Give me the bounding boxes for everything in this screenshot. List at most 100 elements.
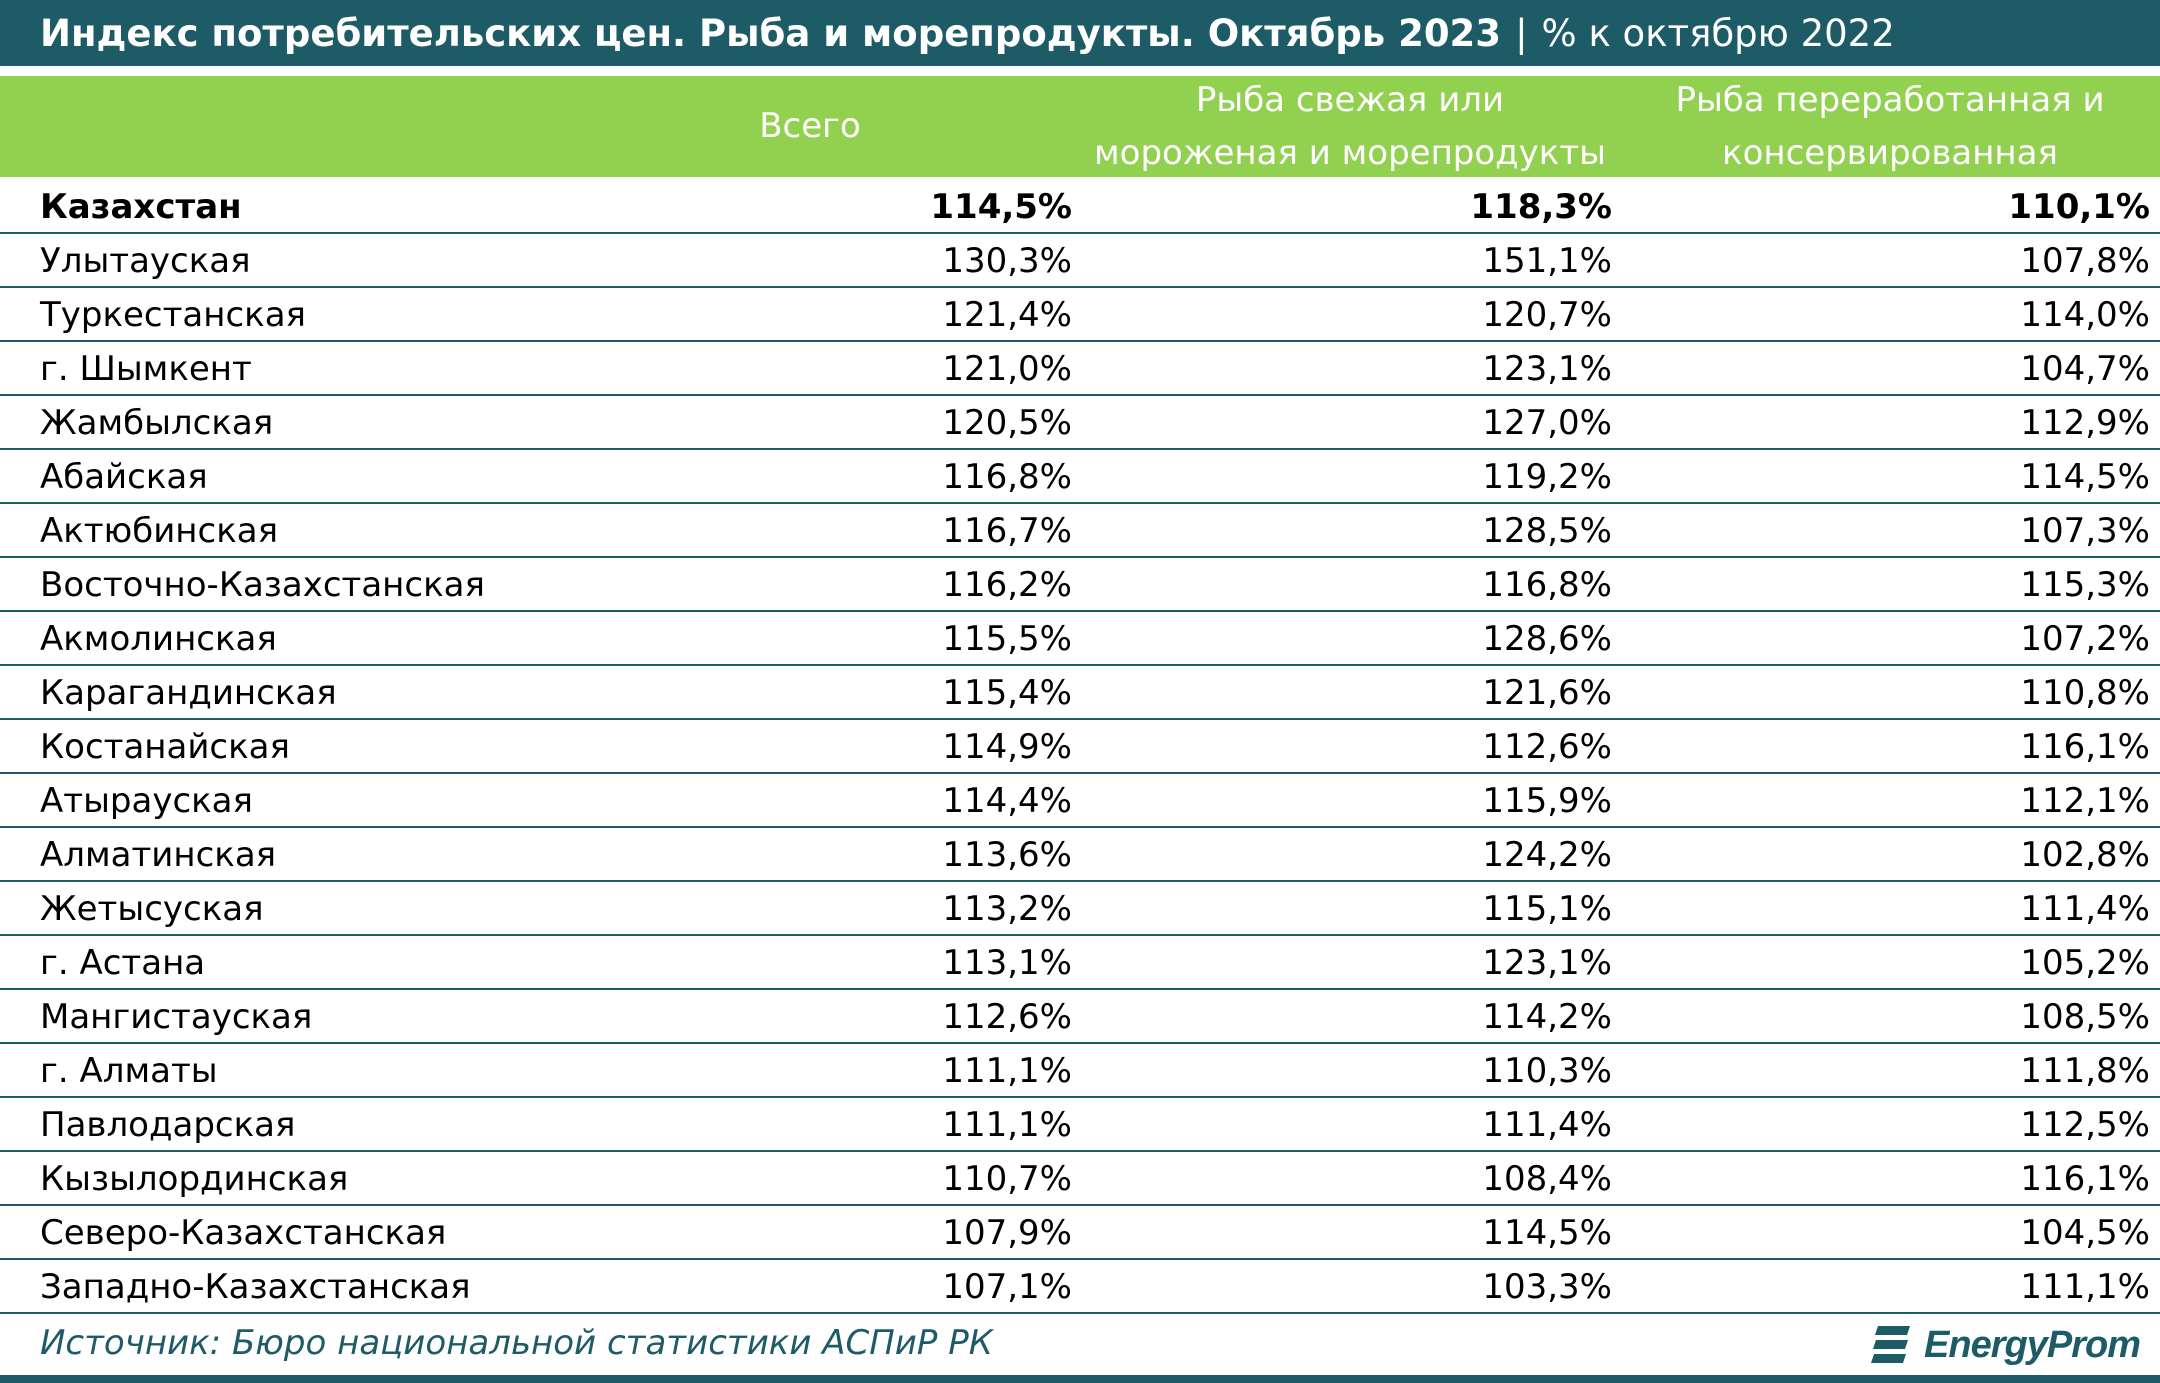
table-row: Мангистауская 112,6% 114,2% 108,5%	[0, 990, 2160, 1044]
cell-processed-fish: 116,1%	[2020, 727, 2150, 767]
cell-total: 113,1%	[942, 943, 1072, 983]
cell-processed-fish: 112,1%	[2020, 781, 2150, 821]
cell-processed-fish: 111,4%	[2020, 889, 2150, 929]
table-row: Карагандинская 115,4% 121,6% 110,8%	[0, 666, 2160, 720]
cell-total: 114,5%	[930, 187, 1072, 227]
table-row: Акмолинская 115,5% 128,6% 107,2%	[0, 612, 2160, 666]
cell-total: 115,4%	[942, 673, 1072, 713]
table-row: Кызылординская 110,7% 108,4% 116,1%	[0, 1152, 2160, 1206]
cell-processed-fish: 104,5%	[2020, 1213, 2150, 1253]
table-title: Индекс потребительских цен. Рыба и мореп…	[40, 11, 1502, 55]
cell-processed-fish: 116,1%	[2020, 1159, 2150, 1199]
logo-text: EnergyProm	[1924, 1323, 2141, 1366]
cell-fresh-fish: 115,9%	[1482, 781, 1612, 821]
cell-fresh-fish: 118,3%	[1470, 187, 1612, 227]
cell-total: 107,9%	[942, 1213, 1072, 1253]
column-header-fresh-fish-line-1: Рыба свежая или	[1195, 79, 1505, 120]
cell-processed-fish: 112,5%	[2020, 1105, 2150, 1145]
source-note: Источник: Бюро национальной статистики А…	[40, 1323, 993, 1363]
cell-processed-fish: 102,8%	[2020, 835, 2150, 875]
cell-region: г. Астана	[40, 943, 206, 983]
column-header-total-line: Всего	[759, 106, 861, 146]
cell-region: Абайская	[40, 457, 208, 497]
cell-total: 113,6%	[942, 835, 1072, 875]
cell-fresh-fish: 128,5%	[1482, 511, 1612, 551]
cell-total: 114,4%	[942, 781, 1072, 821]
cell-region: Костанайская	[40, 727, 290, 767]
cell-region: Туркестанская	[40, 295, 307, 335]
cell-fresh-fish: 115,1%	[1482, 889, 1612, 929]
cell-processed-fish: 112,9%	[2020, 403, 2150, 443]
title-separator: |	[1515, 11, 1528, 55]
title-bar: Индекс потребительских цен. Рыба и мореп…	[0, 0, 2160, 66]
table-row: Павлодарская 111,1% 111,4% 112,5%	[0, 1098, 2160, 1152]
cell-processed-fish: 111,1%	[2020, 1267, 2150, 1307]
energyprom-logo-icon	[1871, 1326, 1911, 1363]
cell-fresh-fish: 128,6%	[1482, 619, 1612, 659]
cell-region: Актюбинская	[40, 511, 279, 551]
cell-fresh-fish: 114,2%	[1482, 997, 1612, 1037]
cell-processed-fish: 114,5%	[2020, 457, 2150, 497]
cell-processed-fish: 115,3%	[2020, 565, 2150, 605]
cell-fresh-fish: 124,2%	[1482, 835, 1612, 875]
cell-region: Западно-Казахстанская	[40, 1267, 471, 1307]
cell-region: Казахстан	[40, 187, 242, 227]
cell-processed-fish: 108,5%	[2020, 997, 2150, 1037]
energyprom-logo: EnergyProm	[1870, 1319, 2141, 1371]
cell-processed-fish: 107,2%	[2020, 619, 2150, 659]
cell-processed-fish: 111,8%	[2020, 1051, 2150, 1091]
cell-region: Карагандинская	[40, 673, 337, 713]
cell-processed-fish: 105,2%	[2020, 943, 2150, 983]
cell-total: 107,1%	[942, 1267, 1072, 1307]
cell-total: 114,9%	[942, 727, 1072, 767]
cell-processed-fish: 110,8%	[2020, 673, 2150, 713]
column-header-processed-fish: Рыба переработанная и консервированная	[1640, 76, 2140, 177]
cell-fresh-fish: 123,1%	[1482, 349, 1612, 389]
cell-total: 110,7%	[942, 1159, 1072, 1199]
cell-total: 121,4%	[942, 295, 1072, 335]
cell-region: Павлодарская	[40, 1105, 296, 1145]
cell-region: г. Алматы	[40, 1051, 218, 1091]
cell-processed-fish: 114,0%	[2020, 295, 2150, 335]
table-body: Казахстан 114,5% 118,3% 110,1% Улытауская 130…	[0, 180, 2160, 1314]
cell-fresh-fish: 103,3%	[1482, 1267, 1612, 1307]
table-row: Алматинская 113,6% 124,2% 102,8%	[0, 828, 2160, 882]
cell-fresh-fish: 112,6%	[1482, 727, 1612, 767]
table-row: Жамбылская 120,5% 127,0% 112,9%	[0, 396, 2160, 450]
cell-total: 112,6%	[942, 997, 1072, 1037]
cell-total: 120,5%	[942, 403, 1072, 443]
column-header-processed-fish-line-2: консервированная	[1722, 132, 2058, 173]
cell-fresh-fish: 119,2%	[1482, 457, 1612, 497]
cell-region: Атырауская	[40, 781, 253, 821]
table-row: Абайская 116,8% 119,2% 114,5%	[0, 450, 2160, 504]
cell-region: Восточно-Казахстанская	[40, 565, 485, 605]
column-header-row: Всего Рыба свежая или мороженая и морепр…	[0, 76, 2160, 177]
cell-total: 116,7%	[942, 511, 1072, 551]
cell-fresh-fish: 114,5%	[1482, 1213, 1612, 1253]
table-row: Восточно-Казахстанская 116,2% 116,8% 115,3%	[0, 558, 2160, 612]
cell-region: г. Шымкент	[40, 349, 252, 389]
cell-fresh-fish: 127,0%	[1482, 403, 1612, 443]
table-row: Северо-Казахстанская 107,9% 114,5% 104,5%	[0, 1206, 2160, 1260]
column-header-fresh-fish: Рыба свежая или мороженая и морепродукты	[1070, 76, 1630, 177]
cell-region: Северо-Казахстанская	[40, 1213, 447, 1253]
cell-region: Жетысуская	[40, 889, 264, 929]
cell-region: Кызылординская	[40, 1159, 349, 1199]
table-row: Туркестанская 121,4% 120,7% 114,0%	[0, 288, 2160, 342]
table-row: Жетысуская 113,2% 115,1% 111,4%	[0, 882, 2160, 936]
table-row: г. Шымкент 121,0% 123,1% 104,7%	[0, 342, 2160, 396]
cell-fresh-fish: 108,4%	[1482, 1159, 1612, 1199]
cell-total: 115,5%	[942, 619, 1072, 659]
cell-fresh-fish: 110,3%	[1482, 1051, 1612, 1091]
cell-region: Акмолинская	[40, 619, 277, 659]
footer: Источник: Бюро национальной статистики А…	[0, 1313, 2160, 1375]
table-row: Улытауская 130,3% 151,1% 107,8%	[0, 234, 2160, 288]
cell-region: Алматинская	[40, 835, 277, 875]
cell-processed-fish: 104,7%	[2020, 349, 2150, 389]
cell-total: 111,1%	[942, 1105, 1072, 1145]
table-subtitle: % к октябрю 2022	[1541, 11, 1895, 55]
cell-total: 116,8%	[942, 457, 1072, 497]
cell-total: 116,2%	[942, 565, 1072, 605]
cell-fresh-fish: 121,6%	[1482, 673, 1612, 713]
